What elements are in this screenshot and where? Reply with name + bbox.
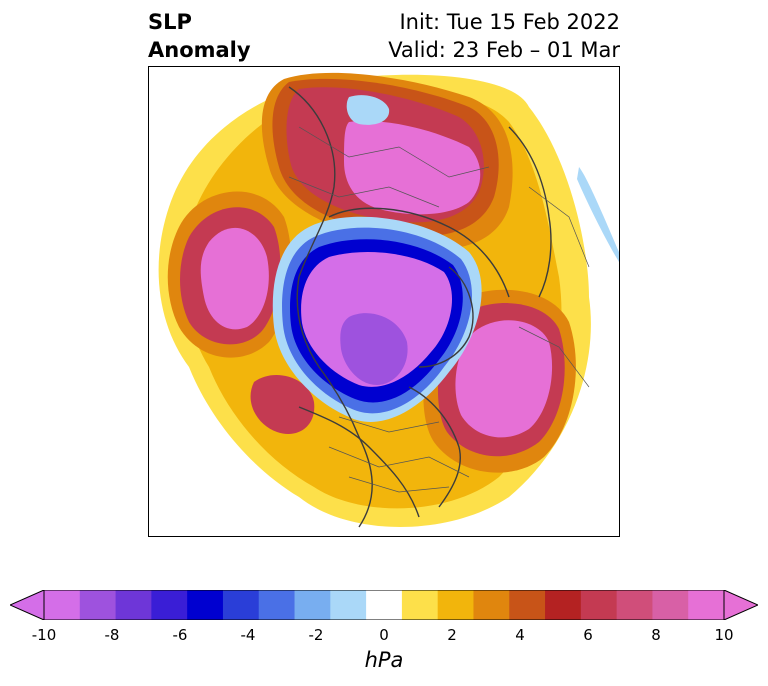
colorbar-cell (366, 590, 403, 620)
map-title: SLP Anomaly (148, 8, 251, 64)
colorbar-tick-label: 8 (651, 626, 661, 644)
colorbar-cell (545, 590, 582, 620)
colorbar-extend-max (723, 590, 758, 620)
colorbar-tick-label: 6 (583, 626, 593, 644)
colorbar-cell (115, 590, 152, 620)
colorbar-cells (10, 590, 758, 620)
colorbar-cell (580, 590, 618, 620)
colorbar-cell (473, 590, 510, 620)
colorbar-cell (294, 590, 331, 620)
colorbar-outline (43, 590, 725, 620)
colorbar-unit: hPa (364, 648, 404, 672)
colorbar-cell (401, 590, 439, 620)
colorbar-cell (688, 590, 725, 620)
arctic-low-inner (340, 313, 408, 385)
forecast-dates: Init: Tue 15 Feb 2022 Valid: 23 Feb – 01… (388, 8, 620, 64)
minor-low-streak (577, 167, 619, 262)
coastlines (288, 86, 552, 528)
colorbar-tick-label: -4 (240, 626, 256, 644)
colorbar-tick-label: -8 (104, 626, 120, 644)
minor-low-patch (346, 95, 390, 125)
valid-range: Valid: 23 Feb – 01 Mar (388, 38, 620, 62)
colorbar-tick-label: 10 (714, 626, 734, 644)
colorbar-tick-label: 4 (515, 626, 525, 644)
colorbar-tick-label: 0 (379, 626, 389, 644)
title-field: Anomaly (148, 38, 251, 62)
pacific-high-core (200, 227, 269, 330)
colorbar-tick-label: 2 (447, 626, 457, 644)
political-borders (288, 126, 590, 493)
colorbar-tick-label: -6 (172, 626, 188, 644)
colorbar-cell (79, 590, 117, 620)
colorbar-cell (258, 590, 296, 620)
colorbar-cell (44, 590, 81, 620)
eurasia-high-core (344, 121, 481, 215)
colorbar-tick-label: -10 (31, 626, 57, 644)
colorbar-ticks: -10 -8 -6 -4 -2 0 2 4 6 8 10 (0, 626, 768, 646)
slp-anomaly-map (148, 66, 620, 537)
colorbar-cell (187, 590, 224, 620)
atlantic-high-core (455, 320, 553, 438)
map-canvas (158, 72, 619, 528)
colorbar-cell (437, 590, 474, 620)
colorbar (10, 590, 758, 620)
colorbar-tick-label: -2 (308, 626, 324, 644)
colorbar-cell (222, 590, 260, 620)
colorbar-cell (151, 590, 188, 620)
colorbar-cell (652, 590, 689, 620)
colorbar-cell (509, 590, 546, 620)
title-variable: SLP (148, 10, 192, 34)
colorbar-cell (616, 590, 653, 620)
init-date: Init: Tue 15 Feb 2022 (399, 10, 620, 34)
colorbar-cell (330, 590, 367, 620)
colorbar-extend-min (10, 590, 45, 620)
pacific-secondary-high (250, 374, 315, 434)
